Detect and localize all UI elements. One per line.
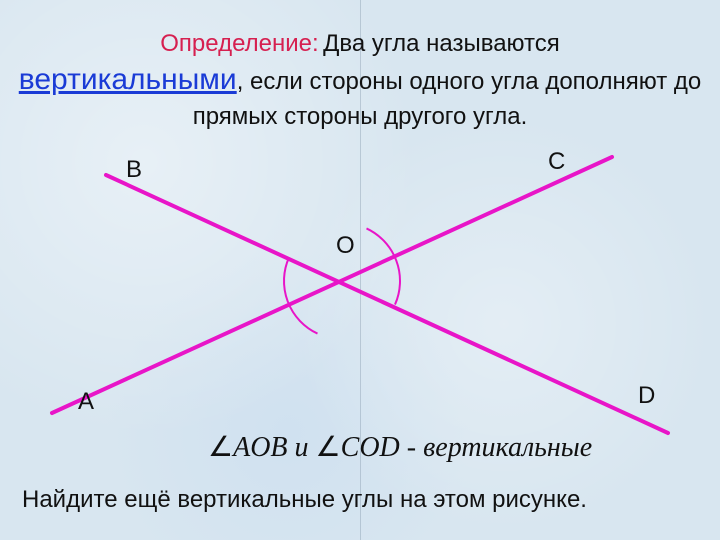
definition-link: вертикальными xyxy=(19,63,237,96)
angle1-name: AOB xyxy=(233,432,287,463)
point-label-b: B xyxy=(126,156,142,184)
formula-text: ∠AOB и ∠COD - вертикальные xyxy=(208,430,592,464)
angle-symbol: ∠ xyxy=(208,432,233,463)
vertical-word: вертикальные xyxy=(423,432,592,463)
angle-symbol2: ∠ xyxy=(316,432,341,463)
definition-label: Определение: xyxy=(160,30,318,57)
slide-content: Определение: Два угла называются вертика… xyxy=(0,0,720,540)
definition-block: Определение: Два угла называются вертика… xyxy=(0,0,720,133)
definition-line2: вертикальными, если стороны одного угла … xyxy=(0,60,720,133)
point-label-a: A xyxy=(78,388,94,416)
definition-line1: Определение: Два угла называются xyxy=(0,28,720,60)
angle2-name: COD xyxy=(341,432,400,463)
point-label-d: D xyxy=(638,382,655,410)
diagram-svg xyxy=(0,145,720,445)
question-text: Найдите ещё вертикальные углы на этом ри… xyxy=(22,486,587,514)
dash: - xyxy=(400,432,423,463)
conj: и xyxy=(288,432,316,463)
definition-part1: Два угла называются xyxy=(323,30,560,57)
point-label-c: C xyxy=(548,148,565,176)
point-label-o: O xyxy=(336,232,355,260)
diagram-container xyxy=(0,145,720,445)
definition-part2: , если стороны одного угла дополняют до … xyxy=(193,68,702,130)
